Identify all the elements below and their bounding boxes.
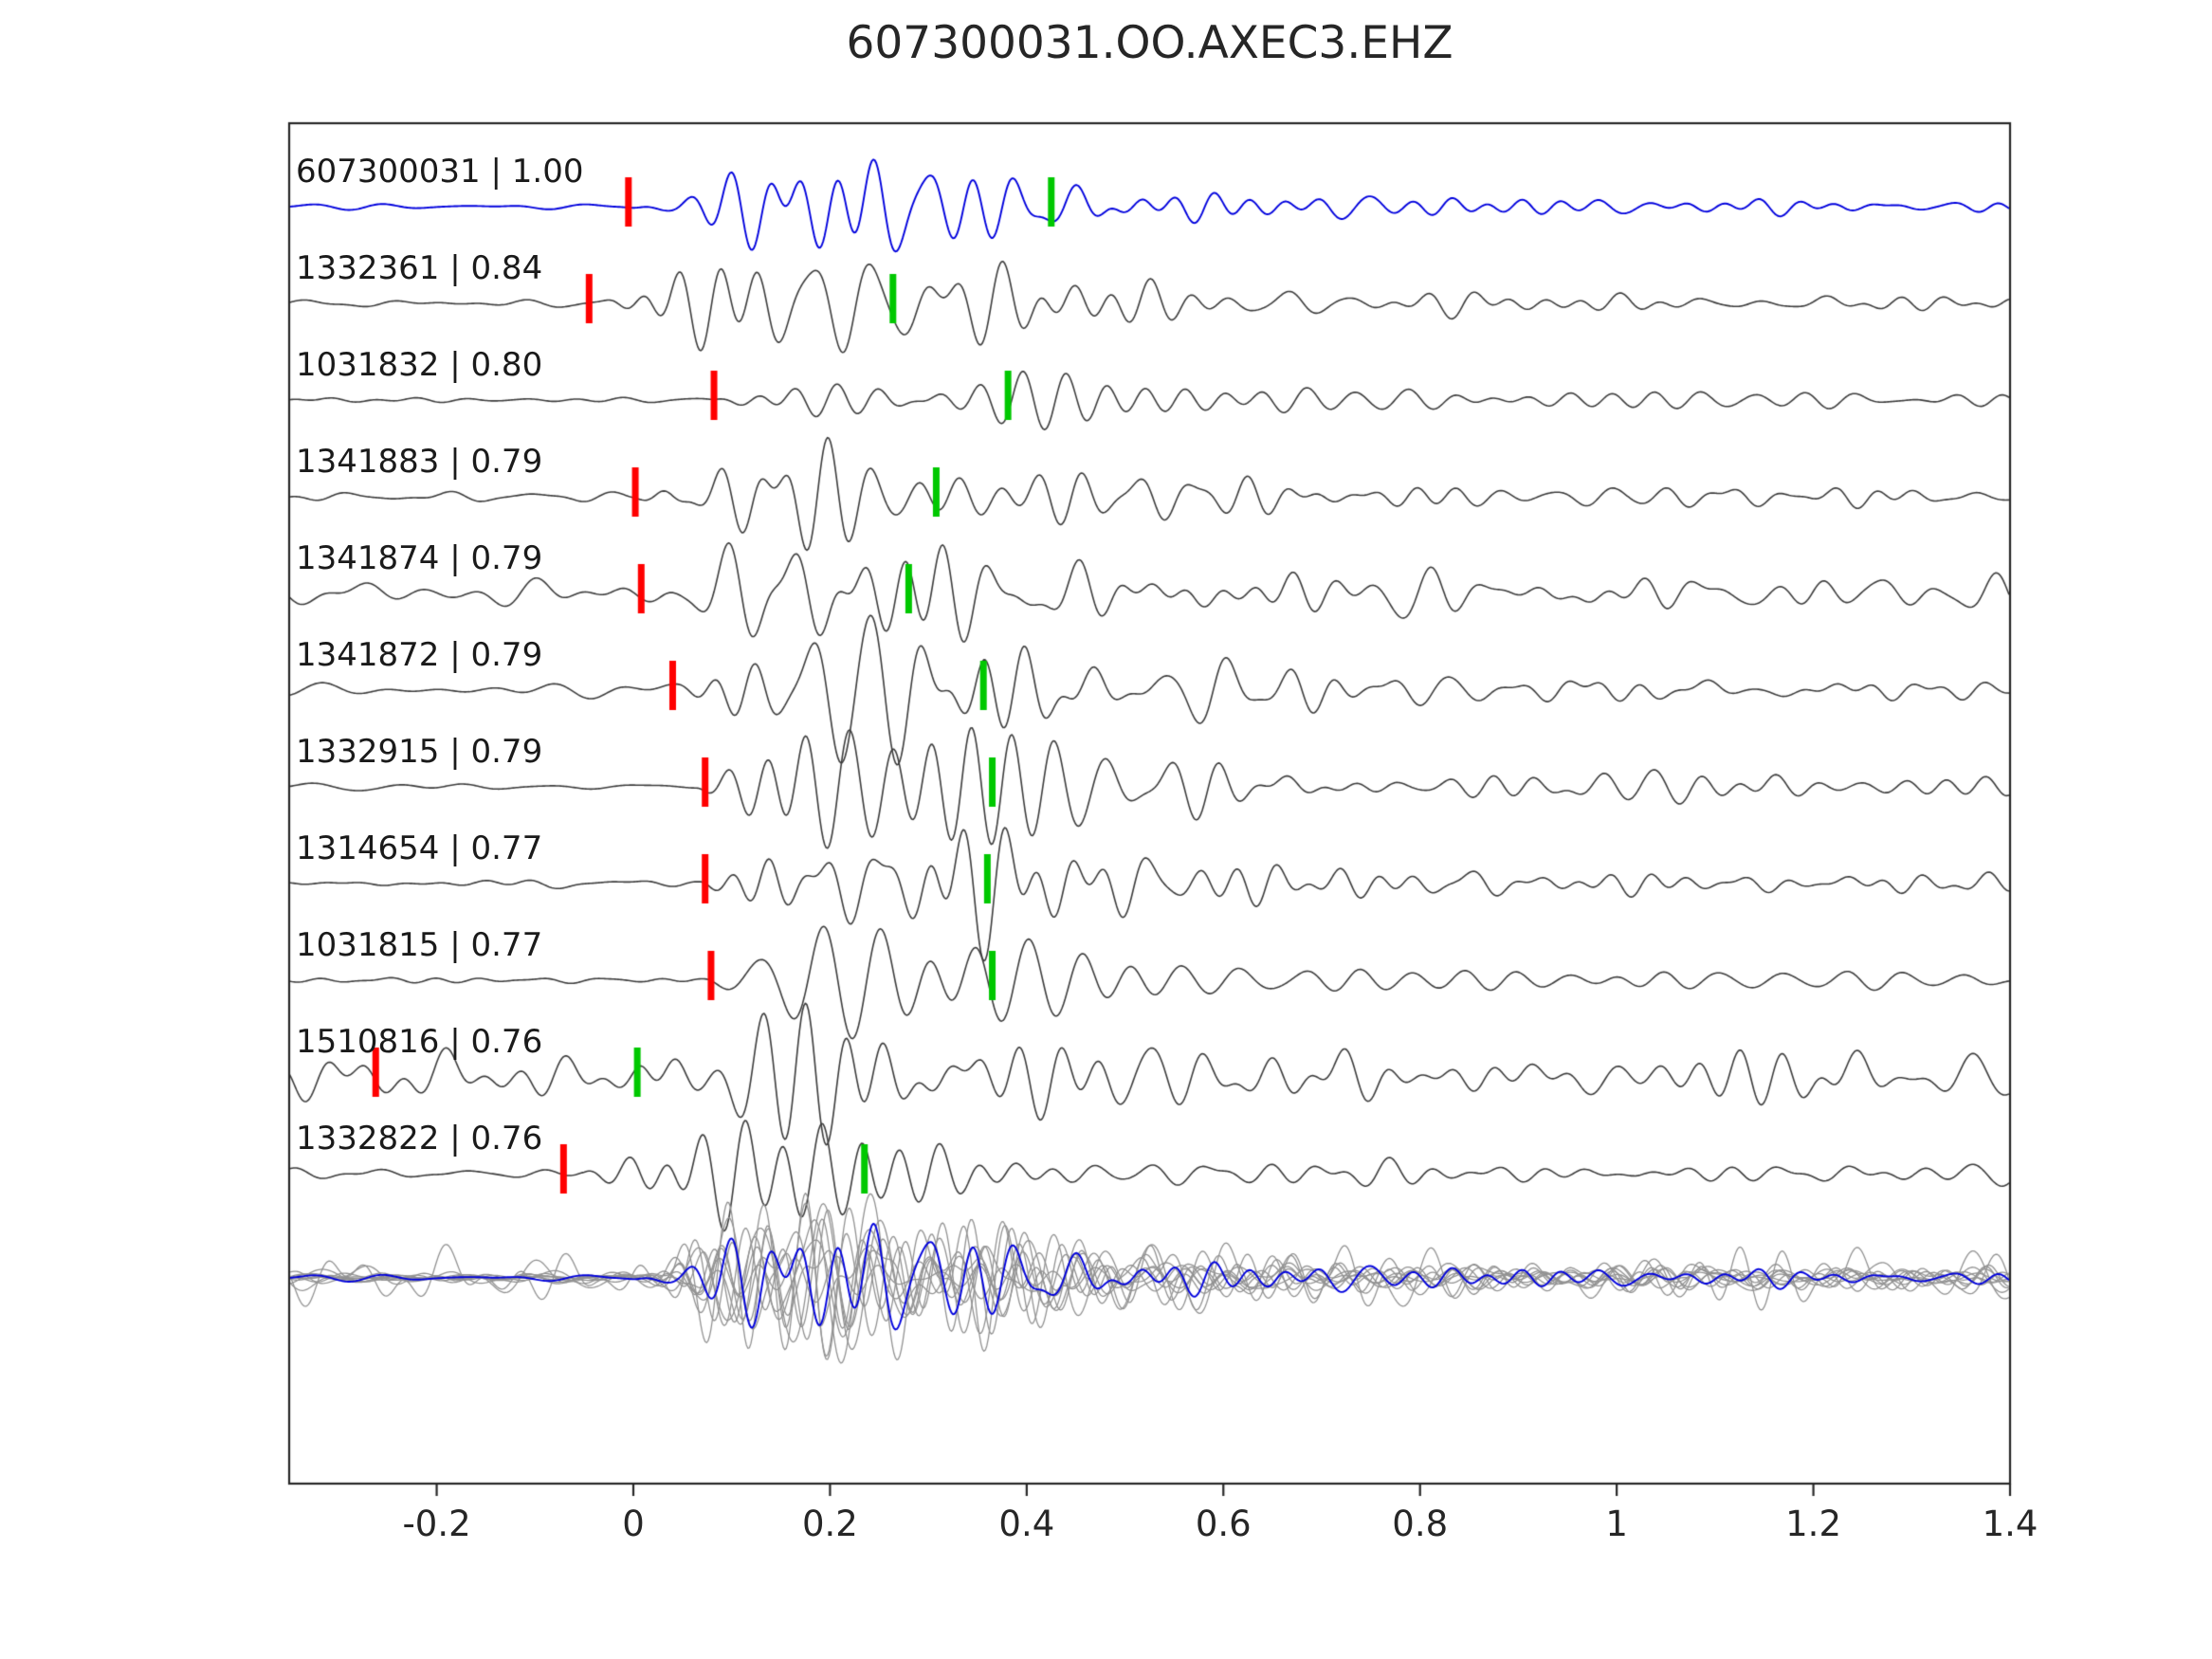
trace-label: 1341872 | 0.79 <box>296 636 543 674</box>
trace-label: 1332361 | 0.84 <box>296 249 543 287</box>
x-tick-label: 1.4 <box>1982 1504 2038 1544</box>
trace-label: 1341883 | 0.79 <box>296 443 543 481</box>
trace-label: 1510816 | 0.76 <box>296 1023 543 1061</box>
trace-label: 1332822 | 0.76 <box>296 1120 543 1158</box>
x-tick-label: 0.4 <box>998 1504 1055 1544</box>
x-tick-label: 1.2 <box>1785 1504 1841 1544</box>
trace-label: 1314654 | 0.77 <box>296 830 543 867</box>
x-tick-label: 0 <box>622 1504 645 1544</box>
trace-label: 1031832 | 0.80 <box>296 346 543 384</box>
x-tick-label: 1 <box>1605 1504 1628 1544</box>
x-tick-label: 0.2 <box>802 1504 858 1544</box>
trace-label: 1332915 | 0.79 <box>296 733 543 771</box>
x-tick-label: 0.8 <box>1392 1504 1449 1544</box>
trace-label: 607300031 | 1.00 <box>296 153 584 191</box>
plot-title: 607300031.OO.AXEC3.EHZ <box>846 17 1453 69</box>
x-tick-label: -0.2 <box>402 1504 471 1544</box>
trace-label: 1341874 | 0.79 <box>296 539 543 577</box>
x-tick-label: 0.6 <box>1195 1504 1252 1544</box>
trace-label: 1031815 | 0.77 <box>296 926 543 964</box>
